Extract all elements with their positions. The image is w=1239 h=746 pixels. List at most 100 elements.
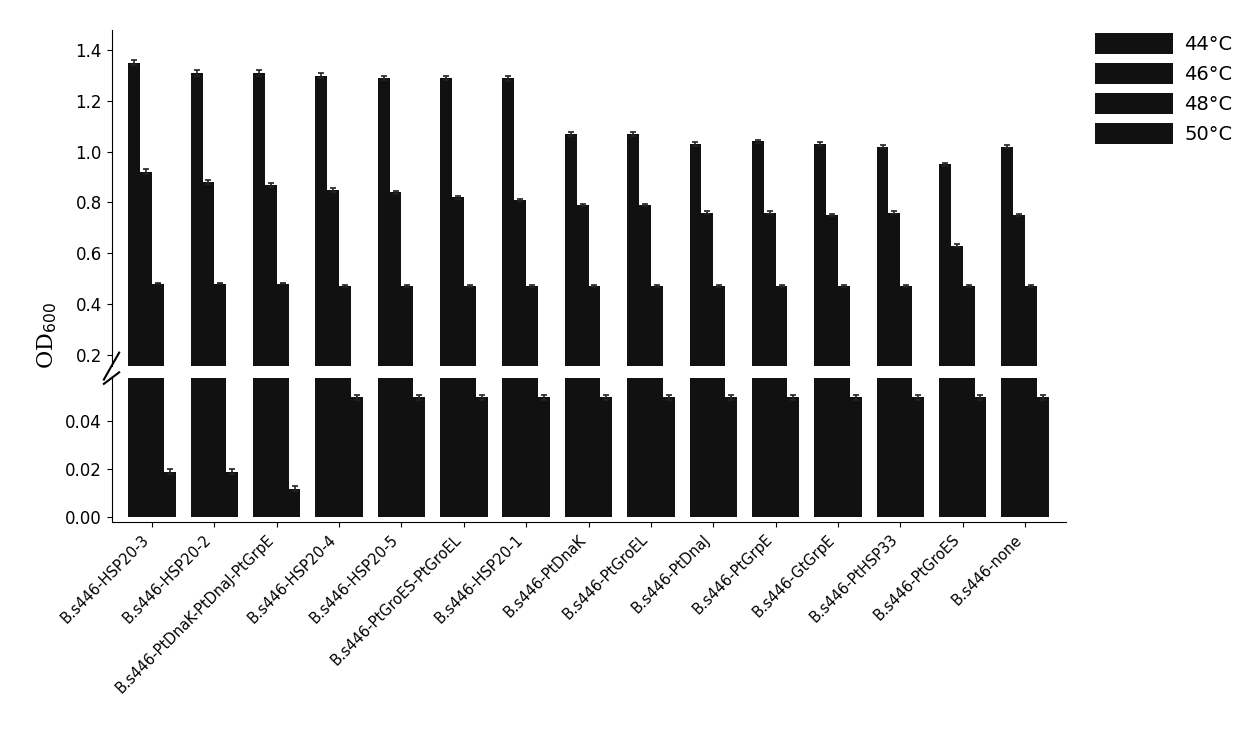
Bar (714, 286, 725, 405)
Bar (265, 0, 276, 518)
Bar (690, 144, 701, 405)
Bar (351, 398, 363, 518)
Bar (788, 398, 799, 518)
Bar (164, 401, 176, 405)
Bar (601, 392, 612, 405)
Bar (701, 0, 714, 518)
Bar (276, 283, 289, 405)
Bar (265, 185, 276, 405)
Bar (838, 286, 850, 405)
Bar (389, 192, 401, 405)
Bar (912, 392, 924, 405)
Bar (826, 215, 838, 405)
Bar (214, 283, 227, 405)
Bar (514, 0, 527, 518)
Bar (589, 0, 601, 518)
Bar (503, 0, 514, 518)
Bar (663, 392, 674, 405)
Bar (888, 213, 901, 405)
Bar (401, 0, 414, 518)
Bar (503, 78, 514, 405)
Bar (463, 286, 476, 405)
Bar (527, 286, 538, 405)
Bar (152, 283, 164, 405)
Bar (1025, 0, 1037, 518)
Bar (289, 489, 300, 518)
Bar (877, 0, 888, 518)
Bar (826, 0, 838, 518)
Bar (663, 398, 674, 518)
Bar (752, 142, 763, 405)
Bar (140, 172, 152, 405)
Bar (939, 0, 950, 518)
Bar (1014, 215, 1025, 405)
Bar (327, 189, 339, 405)
Bar (414, 398, 425, 518)
Bar (565, 134, 576, 405)
Bar (316, 0, 327, 518)
Bar (850, 392, 861, 405)
Bar (351, 392, 363, 405)
Bar (339, 0, 351, 518)
Bar (276, 0, 289, 518)
Bar (939, 164, 950, 405)
Bar (1001, 0, 1014, 518)
Bar (950, 0, 963, 518)
Bar (1037, 398, 1048, 518)
Bar (725, 392, 737, 405)
Bar (963, 286, 975, 405)
Bar (627, 134, 639, 405)
Bar (129, 63, 140, 405)
Bar (601, 398, 612, 518)
Bar (191, 0, 202, 518)
Bar (901, 0, 912, 518)
Bar (639, 0, 650, 518)
Bar (253, 73, 265, 405)
Bar (401, 286, 414, 405)
Bar (440, 78, 452, 405)
Bar (140, 0, 152, 518)
Bar (776, 286, 788, 405)
Bar (202, 182, 214, 405)
Bar (690, 0, 701, 518)
Bar (152, 0, 164, 518)
Bar (650, 286, 663, 405)
Bar (339, 286, 351, 405)
Bar (788, 392, 799, 405)
Text: OD$_{600}$: OD$_{600}$ (35, 302, 59, 369)
Bar (888, 0, 901, 518)
Bar (527, 0, 538, 518)
Bar (191, 73, 202, 405)
Bar (752, 0, 763, 518)
Bar (838, 0, 850, 518)
Bar (476, 398, 487, 518)
Bar (901, 286, 912, 405)
Bar (814, 0, 826, 518)
Bar (877, 146, 888, 405)
Bar (227, 401, 238, 405)
Bar (589, 286, 601, 405)
Bar (253, 0, 265, 518)
Bar (650, 0, 663, 518)
Bar (164, 471, 176, 518)
Bar (452, 0, 463, 518)
Bar (576, 205, 589, 405)
Bar (378, 0, 389, 518)
Bar (576, 0, 589, 518)
Bar (452, 198, 463, 405)
Bar (227, 471, 238, 518)
Bar (514, 200, 527, 405)
Bar (316, 75, 327, 405)
Bar (289, 402, 300, 405)
Bar (975, 398, 986, 518)
Bar (463, 0, 476, 518)
Bar (327, 0, 339, 518)
Bar (476, 392, 487, 405)
Bar (1037, 392, 1048, 405)
Bar (725, 398, 737, 518)
Bar (963, 0, 975, 518)
Bar (714, 0, 725, 518)
Bar (627, 0, 639, 518)
Bar (440, 0, 452, 518)
Bar (565, 0, 576, 518)
